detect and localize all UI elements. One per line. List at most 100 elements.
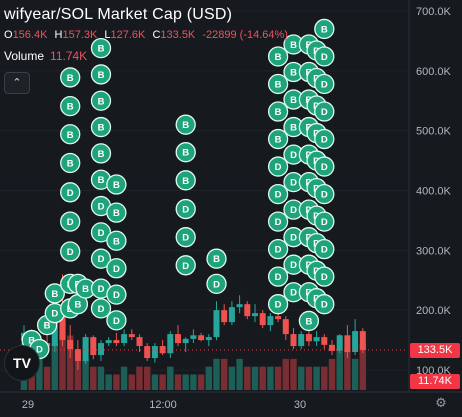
close-label: C [152,29,161,41]
trade-marker-label: B [67,73,74,84]
candle-body [321,337,328,345]
trade-marker-label: B [67,158,74,169]
x-tick-label: 12:00 [149,399,177,411]
trade-marker [175,114,196,135]
volume-bar [251,366,259,390]
candle-body [121,334,128,344]
trade-marker [106,258,127,279]
trade-marker-label: D [67,247,74,258]
trade-marker-label: D [321,79,328,90]
trade-marker [60,124,81,145]
trade-marker [206,248,227,269]
trade-marker-label: D [321,272,328,283]
trade-marker [314,238,335,260]
trade-marker [314,18,335,40]
trade-marker [106,174,127,195]
volume-bar [59,320,66,390]
trade-marker-label: D [321,135,328,146]
change-value: -22899 (-14.64%) [202,29,288,41]
volume-bar [244,366,251,390]
trade-marker-label: D [98,254,105,265]
trade-marker [60,152,81,174]
trade-marker-label: D [290,260,297,271]
trade-marker-label: D [321,107,328,118]
low-label: L [104,29,111,41]
volume-bar [351,358,359,390]
trade-marker [106,284,127,305]
trade-marker-label: B [113,180,120,191]
trade-marker [90,222,112,243]
volume-bar [182,374,189,390]
trade-marker-label: B [275,107,282,118]
trade-marker-label: D [182,233,189,244]
trade-marker-label: B [290,68,297,79]
trade-marker [60,95,81,117]
trade-marker-label: D [98,202,105,213]
current-volume-tag: 11.74K [410,374,460,389]
trade-marker [314,183,335,205]
volume-bar [228,366,236,390]
volume-bar [36,358,43,390]
trade-marker-label: D [290,205,297,216]
trade-marker-label: D [290,233,297,244]
trade-marker [206,273,227,294]
volume-bar [298,366,305,390]
volume-bar [213,358,220,390]
candle-body [267,316,274,326]
trade-marker-label: B [182,120,189,131]
volume-bar [190,374,197,390]
volume-bar [97,366,105,390]
volume-bar [82,358,89,390]
trade-marker-label: D [67,188,74,199]
volume-bar [105,374,112,390]
trade-marker [267,294,289,315]
y-tick-label: 400.0K [416,186,452,198]
candle-body [167,334,174,354]
volume-bar [113,374,120,390]
trade-marker-label: D [275,162,282,173]
gear-icon[interactable]: ⚙ [435,395,447,410]
y-tick-label: 700.0K [416,6,452,18]
volume-bar [221,358,228,390]
trade-marker-label: B [305,316,312,327]
candle-body [298,334,305,347]
volume-bar [144,366,151,390]
trade-marker-label: B [290,40,297,51]
x-tick-label: 29 [22,399,34,411]
trade-marker-label: B [44,321,51,332]
candle-body [151,346,158,359]
trade-marker-label: B [213,254,220,265]
tradingview-logo[interactable]: TV [4,345,40,381]
trade-marker-label: B [290,123,297,134]
trade-marker-label: D [98,284,105,295]
trade-marker-label: B [275,79,282,90]
volume-bar [51,343,58,390]
trade-marker [90,298,112,319]
trade-marker [314,73,335,95]
volume-bar [282,358,289,390]
trade-marker-label: B [275,52,282,63]
trade-marker [175,142,196,163]
trade-marker-label: D [51,309,58,320]
candle-body [90,337,97,356]
trade-marker [314,46,335,67]
trade-marker-label: B [82,284,89,295]
trade-marker [175,255,196,276]
trade-marker [267,73,289,95]
trade-marker-label: D [182,261,189,272]
trade-marker-label: B [67,130,74,141]
chevron-up-icon: ⌃ [12,77,22,89]
volume-legend: Volume 11.74K [4,49,87,63]
volume-bar [328,358,336,390]
trade-marker-label: B [67,102,74,113]
volume-bar [128,374,135,390]
open-label: O [4,29,13,41]
trade-marker-label: D [213,279,220,290]
candle-body [175,334,181,344]
candle-body [190,335,197,339]
collapse-legend-button[interactable]: ⌃ [4,72,30,94]
trade-marker [44,283,65,304]
candle-body [313,337,320,342]
